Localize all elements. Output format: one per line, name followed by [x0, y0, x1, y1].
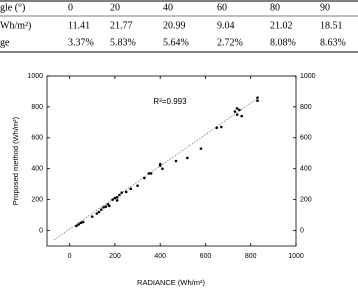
point	[77, 223, 80, 226]
table-cell: 8.63%	[320, 37, 346, 48]
point	[75, 224, 78, 228]
y-tick-label: 800	[31, 104, 43, 111]
table-cell: 60	[217, 2, 227, 13]
point	[147, 172, 151, 175]
point	[215, 126, 219, 130]
point	[235, 107, 239, 110]
table-cell: 2.72%	[217, 37, 243, 48]
y-tick-label: 200	[31, 196, 43, 203]
y2-tick-label: 600	[300, 135, 312, 142]
point	[124, 190, 128, 194]
point	[81, 220, 85, 224]
point	[174, 159, 178, 163]
point	[111, 198, 114, 201]
point	[107, 204, 111, 208]
point	[233, 110, 237, 113]
point	[158, 162, 162, 166]
point	[115, 199, 119, 202]
y-tick-label: 400	[31, 166, 43, 173]
y2-tick-label: 1000	[300, 73, 316, 80]
x-tick-label: 800	[245, 253, 257, 260]
table-cell: 8.08%	[270, 37, 296, 48]
point	[256, 99, 259, 103]
chart: R²=0.993 RADIANCE (Wh/m²) Proposed metho…	[11, 73, 316, 287]
annotation: R²=0.993	[153, 97, 187, 106]
table-cell: 90	[320, 2, 330, 13]
point	[220, 125, 223, 129]
table-cell: 21.77	[110, 20, 133, 31]
point	[149, 172, 153, 175]
table-cell: 18.51	[320, 20, 343, 31]
point	[118, 193, 121, 197]
x-axis-label: RADIANCE (Wh/m²)	[137, 278, 205, 287]
x-tick-label: 0	[68, 253, 72, 260]
table-cell: 5.83%	[110, 37, 136, 48]
point	[115, 196, 119, 199]
y2-tick-label: 200	[300, 196, 312, 203]
point	[113, 196, 117, 200]
table-cell: 20	[110, 2, 120, 13]
point	[240, 114, 243, 118]
table-cell: 40	[163, 2, 173, 13]
point	[161, 167, 164, 171]
x-tick-label: 600	[200, 253, 212, 260]
point	[95, 212, 99, 215]
point	[100, 208, 103, 211]
table-cell: gle (°)	[0, 2, 25, 13]
table-cell: 0	[68, 2, 73, 13]
table-cell: 11.41	[68, 20, 90, 31]
point	[143, 176, 146, 180]
plot-frame	[46, 75, 297, 247]
y2-tick-label: 800	[300, 104, 312, 111]
table-cell: 20.99	[163, 20, 186, 31]
point	[102, 206, 105, 209]
point	[256, 96, 259, 99]
point	[97, 210, 101, 214]
y-tick-label: 0	[39, 227, 43, 234]
point	[129, 187, 133, 191]
x-tick-label: 1000	[288, 253, 304, 260]
y-axis-label: Proposed method (Wh/m²)	[11, 116, 20, 205]
point	[104, 205, 108, 208]
y-tick-label: 600	[31, 135, 43, 142]
table-cell: Wh/m²)	[0, 20, 31, 31]
table-cell: 21.02	[270, 20, 293, 31]
y-tick-label: 1000	[27, 73, 43, 80]
table-cell: 9.04	[217, 20, 235, 31]
point	[136, 184, 139, 188]
y2-tick-label: 0	[300, 227, 304, 234]
x-tick-label: 400	[154, 253, 166, 260]
point	[199, 147, 203, 150]
point	[120, 191, 123, 194]
point	[90, 215, 94, 218]
point	[79, 221, 83, 225]
table-cell: 80	[270, 2, 280, 13]
table-cell: 5.64%	[163, 37, 189, 48]
fit-line	[53, 97, 259, 241]
x-tick-label: 200	[109, 253, 121, 260]
point	[238, 108, 241, 112]
y2-tick-label: 400	[300, 166, 312, 173]
table-cell: 3.37%	[68, 37, 94, 48]
table-cell: ge	[0, 37, 10, 48]
table: gle (°) 0 20 40 60 80 90 Wh/m²) 11.41 21.77 20.99 9…	[0, 0, 358, 53]
point	[186, 156, 189, 160]
point	[235, 113, 239, 116]
